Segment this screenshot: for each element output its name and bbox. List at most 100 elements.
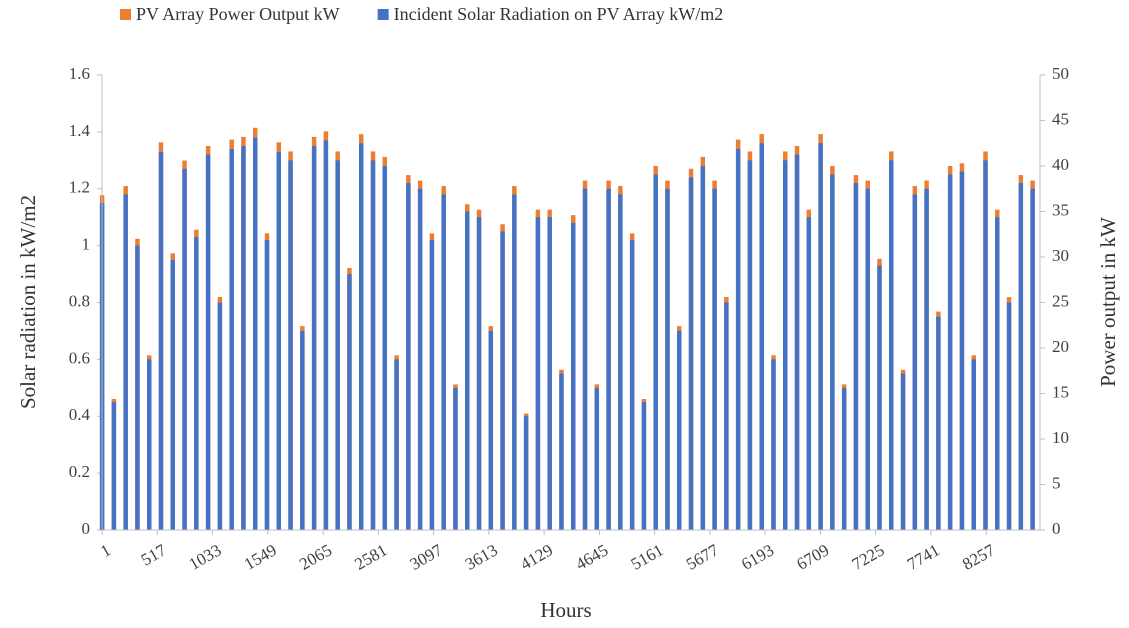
bar xyxy=(936,316,941,530)
bar xyxy=(995,217,1000,530)
bar xyxy=(311,146,317,530)
bar xyxy=(1030,188,1035,530)
x-tick-label: 7741 xyxy=(904,540,943,573)
x-tick-label: 1549 xyxy=(241,540,280,573)
bar xyxy=(429,239,435,530)
bar xyxy=(1006,302,1012,530)
bar xyxy=(724,302,729,530)
legend-swatch xyxy=(120,9,131,20)
x-tick-label: 6709 xyxy=(793,540,832,573)
bar xyxy=(441,194,446,530)
y-tick-label: 1 xyxy=(82,235,91,254)
x-tick-label: 2581 xyxy=(351,540,390,573)
bar xyxy=(900,373,906,530)
bar xyxy=(794,154,800,530)
bar xyxy=(523,416,529,530)
bar xyxy=(276,151,282,530)
y2-tick-label: 50 xyxy=(1052,64,1069,83)
y-tick-label: 0.4 xyxy=(69,405,91,424)
bar xyxy=(158,151,164,530)
bar xyxy=(759,143,764,530)
y-tick-label: 0.6 xyxy=(69,348,90,367)
legend-label: Incident Solar Radiation on PV Array kW/… xyxy=(394,4,724,24)
bar xyxy=(194,237,199,530)
bar xyxy=(512,194,517,530)
bar xyxy=(253,137,258,530)
bar xyxy=(264,239,270,530)
bar xyxy=(629,239,635,530)
bar xyxy=(747,160,753,530)
y2-tick-label: 45 xyxy=(1052,109,1069,128)
bar xyxy=(359,143,364,530)
x-tick-label: 1033 xyxy=(186,540,225,573)
bar xyxy=(771,359,776,530)
y-tick-label: 0.2 xyxy=(69,462,90,481)
bar xyxy=(983,160,988,530)
bar xyxy=(323,140,329,530)
bar xyxy=(406,183,411,530)
bar xyxy=(582,188,588,530)
bar xyxy=(394,359,399,530)
y2-tick-label: 25 xyxy=(1052,291,1069,310)
bar xyxy=(488,330,494,530)
legend-swatch xyxy=(377,9,389,20)
bar xyxy=(217,302,223,530)
bar xyxy=(806,217,812,530)
x-tick-label: 7225 xyxy=(849,540,888,573)
x-tick-label: 4129 xyxy=(517,540,556,573)
y2-tick-label: 40 xyxy=(1052,155,1069,174)
bar xyxy=(535,217,541,530)
bar xyxy=(653,174,658,530)
bar xyxy=(559,373,564,530)
bar xyxy=(783,160,788,530)
y2-tick-label: 30 xyxy=(1052,246,1069,265)
x-tick-label: 3613 xyxy=(462,540,501,573)
bar xyxy=(182,168,187,530)
bar xyxy=(465,211,470,530)
x-tick-label: 2065 xyxy=(296,540,335,573)
bar xyxy=(924,188,929,530)
x-tick-label: 5677 xyxy=(683,540,722,574)
y2-tick-label: 20 xyxy=(1052,337,1069,356)
x-tick-label: 4645 xyxy=(572,540,611,573)
bar xyxy=(417,188,423,530)
bar xyxy=(123,194,128,530)
bar xyxy=(1018,183,1024,530)
bar xyxy=(606,188,611,530)
y-tick-label: 0.8 xyxy=(69,291,90,310)
y2-tick-label: 10 xyxy=(1052,428,1069,447)
bar xyxy=(205,154,211,530)
bar xyxy=(912,194,918,530)
legend-label: PV Array Power Output kW xyxy=(136,4,340,24)
bar xyxy=(700,166,706,530)
y-tick-label: 1.2 xyxy=(69,178,90,197)
bar xyxy=(347,274,352,530)
bar xyxy=(382,166,388,530)
y2-tick-label: 5 xyxy=(1052,473,1061,492)
bar xyxy=(641,402,647,530)
bar xyxy=(735,148,741,530)
bar xyxy=(712,188,717,530)
bar xyxy=(571,222,576,530)
bar xyxy=(877,265,882,530)
y2-tick-label: 15 xyxy=(1052,382,1069,401)
bar xyxy=(688,177,694,530)
bar xyxy=(111,402,117,530)
bar xyxy=(959,171,965,530)
y-tick-label: 0 xyxy=(82,519,91,538)
y2-tick-label: 35 xyxy=(1052,200,1069,219)
y-tick-label: 1.6 xyxy=(69,64,90,83)
bar xyxy=(135,245,140,530)
bar xyxy=(335,160,340,530)
bar xyxy=(618,194,623,530)
bar xyxy=(300,330,305,530)
bar xyxy=(677,330,682,530)
bar xyxy=(453,387,458,530)
y-tick-label: 1.4 xyxy=(69,121,91,140)
bar xyxy=(665,188,670,530)
x-tick-label: 6193 xyxy=(738,540,777,573)
x-tick-label: 5161 xyxy=(628,540,667,573)
y2-tick-label: 0 xyxy=(1052,519,1061,538)
x-axis-title: Hours xyxy=(540,598,591,622)
